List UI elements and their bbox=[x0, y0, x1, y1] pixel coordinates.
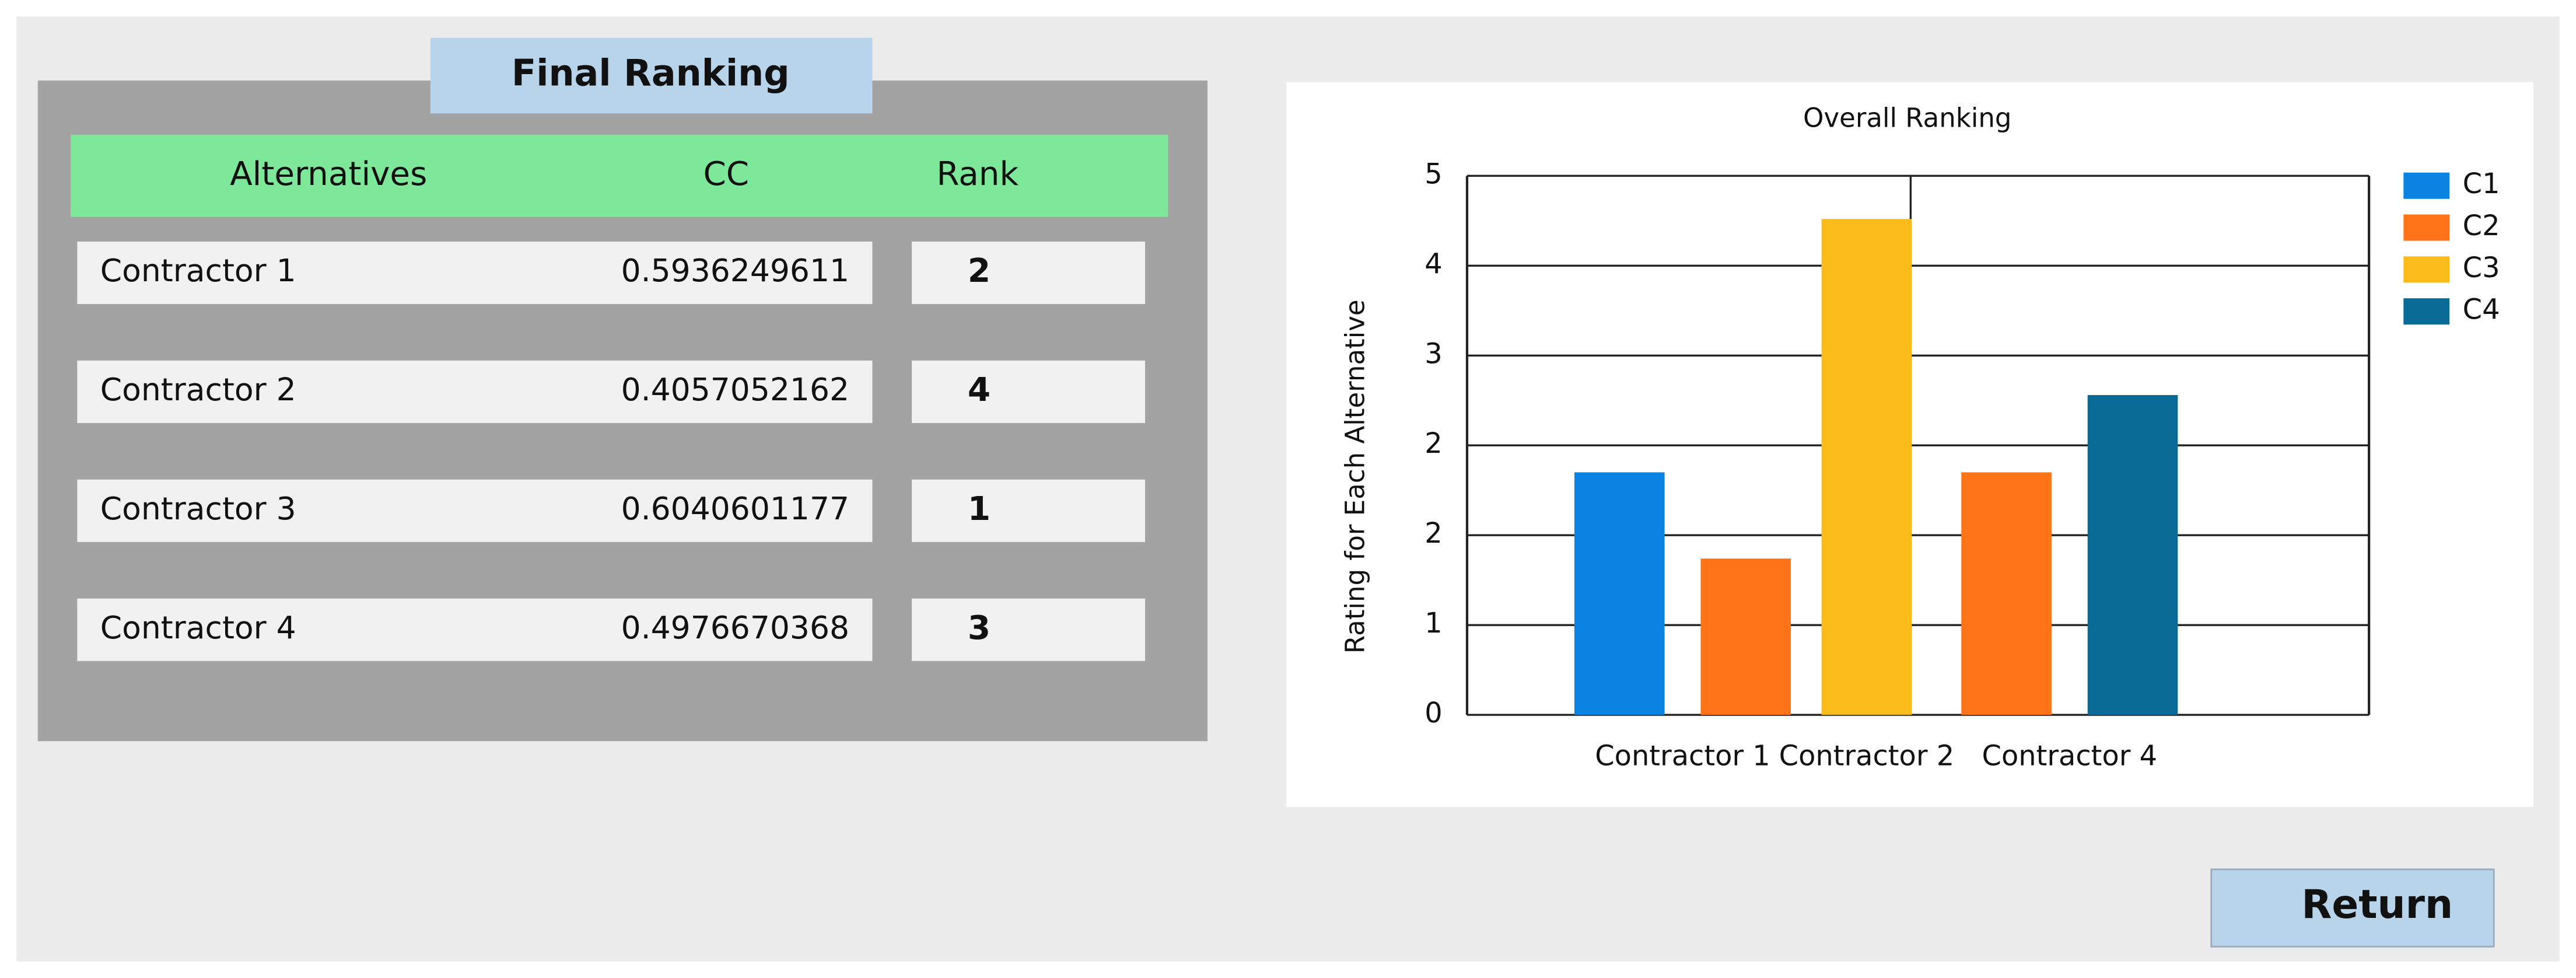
bar bbox=[1574, 472, 1665, 715]
legend-label: C4 bbox=[2463, 294, 2500, 326]
legend-swatch bbox=[2403, 256, 2450, 283]
y-axis-label: Rating for Each Alternative bbox=[1339, 299, 1370, 654]
legend-label: C1 bbox=[2463, 168, 2500, 200]
cc-value: 0.4976670368 bbox=[621, 609, 849, 646]
row-box bbox=[77, 360, 873, 423]
legend-swatch bbox=[2403, 298, 2450, 325]
alternative-name: Contractor 2 bbox=[100, 371, 296, 408]
bar bbox=[1961, 472, 2052, 715]
header-cell: CC bbox=[703, 155, 749, 193]
return-button[interactable] bbox=[2210, 868, 2495, 948]
rank-box bbox=[912, 242, 1145, 305]
y-tick-label: 3 bbox=[1424, 338, 1442, 370]
header-cell: Alternatives bbox=[230, 155, 427, 193]
y-tick-label: 2 bbox=[1424, 518, 1442, 550]
x-tick-label: Contractor 2 bbox=[1779, 740, 1954, 772]
rank-value: 2 bbox=[968, 252, 991, 290]
alternative-name: Contractor 4 bbox=[100, 609, 296, 646]
rank-box bbox=[912, 598, 1145, 661]
table-header bbox=[71, 134, 1168, 217]
return-button-label[interactable]: Return bbox=[2301, 881, 2453, 927]
cc-value: 0.4057052162 bbox=[621, 371, 849, 408]
bar bbox=[2087, 395, 2178, 715]
alternative-name: Contractor 3 bbox=[100, 490, 296, 527]
rank-value: 3 bbox=[968, 609, 991, 647]
y-tick-label: 0 bbox=[1424, 697, 1442, 729]
y-tick-label: 1 bbox=[1424, 607, 1442, 640]
x-tick-label: Contractor 1 bbox=[1595, 740, 1770, 772]
row-box bbox=[77, 598, 873, 661]
y-tick-label: 4 bbox=[1424, 248, 1442, 280]
legend-swatch bbox=[2403, 172, 2450, 199]
row-box bbox=[77, 479, 873, 542]
rank-box bbox=[912, 479, 1145, 542]
cc-value: 0.5936249611 bbox=[621, 252, 849, 289]
header-cell: Rank bbox=[936, 155, 1019, 193]
row-box bbox=[77, 242, 873, 305]
chart-title: Overall Ranking bbox=[1803, 103, 2012, 134]
legend-label: C2 bbox=[2463, 210, 2500, 242]
y-tick-label: 2 bbox=[1424, 428, 1442, 460]
bar bbox=[1700, 558, 1791, 715]
panel-title: Final Ranking bbox=[512, 52, 790, 95]
y-tick-label: 5 bbox=[1424, 158, 1442, 190]
panel-tab bbox=[430, 37, 873, 114]
legend-swatch bbox=[2403, 214, 2450, 241]
alternative-name: Contractor 1 bbox=[100, 252, 296, 289]
cc-value: 0.6040601177 bbox=[621, 490, 849, 527]
x-tick-label: Contractor 4 bbox=[1982, 740, 2157, 772]
legend-label: C3 bbox=[2463, 252, 2500, 284]
rank-box bbox=[912, 360, 1145, 423]
rank-value: 4 bbox=[968, 371, 991, 409]
rank-value: 1 bbox=[968, 490, 991, 528]
bar bbox=[1821, 219, 1912, 715]
